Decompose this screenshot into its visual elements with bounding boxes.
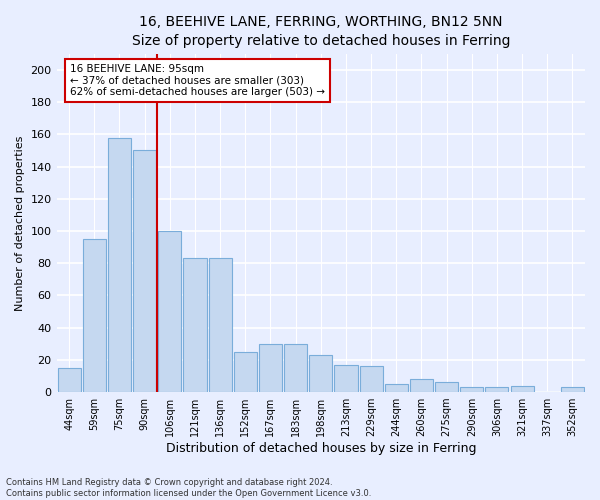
Bar	[511, 386, 533, 392]
Bar	[460, 388, 484, 392]
Bar	[259, 344, 282, 392]
Bar	[234, 352, 257, 392]
Bar	[209, 258, 232, 392]
Bar	[561, 388, 584, 392]
Bar	[83, 239, 106, 392]
Bar	[385, 384, 408, 392]
Bar	[309, 355, 332, 392]
Y-axis label: Number of detached properties: Number of detached properties	[15, 136, 25, 310]
Text: 16 BEEHIVE LANE: 95sqm
← 37% of detached houses are smaller (303)
62% of semi-de: 16 BEEHIVE LANE: 95sqm ← 37% of detached…	[70, 64, 325, 97]
Title: 16, BEEHIVE LANE, FERRING, WORTHING, BN12 5NN
Size of property relative to detac: 16, BEEHIVE LANE, FERRING, WORTHING, BN1…	[131, 15, 510, 48]
Bar	[334, 364, 358, 392]
Bar	[58, 368, 80, 392]
Bar	[284, 344, 307, 392]
Text: Contains HM Land Registry data © Crown copyright and database right 2024.
Contai: Contains HM Land Registry data © Crown c…	[6, 478, 371, 498]
Bar	[184, 258, 206, 392]
Bar	[359, 366, 383, 392]
Bar	[133, 150, 156, 392]
X-axis label: Distribution of detached houses by size in Ferring: Distribution of detached houses by size …	[166, 442, 476, 455]
Bar	[435, 382, 458, 392]
Bar	[410, 379, 433, 392]
Bar	[485, 388, 508, 392]
Bar	[158, 231, 181, 392]
Bar	[108, 138, 131, 392]
